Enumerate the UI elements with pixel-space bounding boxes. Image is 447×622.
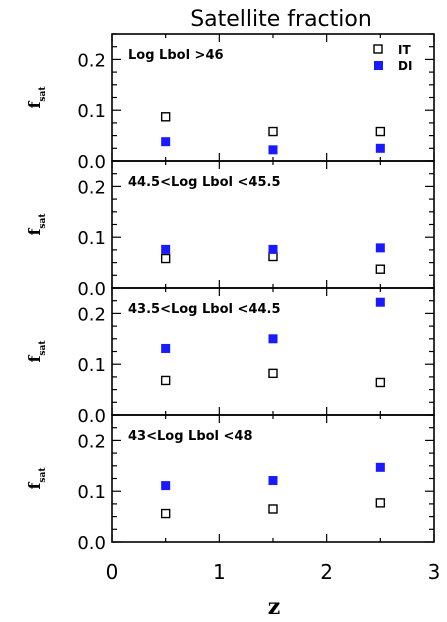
y-axis-label-main: f [25, 354, 44, 362]
point-it [375, 264, 386, 274]
point-it [160, 253, 171, 264]
y-tick-label: 0.2 [77, 431, 106, 452]
point-di [161, 137, 171, 147]
y-axis-label-subscript: sat [38, 467, 48, 483]
y-tick-label: 0.0 [77, 533, 106, 554]
point-it [268, 368, 278, 379]
panel-4: 0.0 0.1 0.2 fsat 43<Log Lbol <48 [25, 414, 435, 554]
x-tick-label: 2 [320, 560, 333, 584]
point-di [161, 481, 171, 491]
point-di [268, 145, 278, 155]
point-it [375, 377, 386, 388]
y-tick-label: 0.2 [77, 177, 106, 198]
legend: IT DI [373, 43, 412, 73]
point-di [375, 462, 385, 472]
y-tick-label: 0.0 [77, 152, 106, 173]
y-tick-label: 0.0 [77, 279, 106, 300]
panel-label: 44.5<Log Lbol <45.5 [128, 175, 280, 190]
y-tick-label: 0.1 [77, 228, 106, 249]
chart-title: Satellite fraction [190, 7, 372, 32]
point-it [160, 375, 171, 386]
y-tick-label: 0.2 [77, 304, 106, 325]
y-tick-label: 0.1 [77, 355, 106, 376]
point-it [268, 126, 278, 137]
point-it [375, 498, 386, 508]
legend-marker-it [373, 44, 383, 54]
point-di [375, 297, 385, 307]
y-axis-label-subscript: sat [38, 213, 48, 229]
y-tick-label: 0.1 [77, 482, 106, 503]
point-di [268, 334, 278, 344]
y-axis-label: fsat [25, 340, 48, 363]
point-it [160, 112, 171, 122]
point-it [268, 504, 278, 514]
y-tick-label: 0.0 [77, 406, 106, 427]
y-axis-label: fsat [25, 213, 48, 236]
legend-marker-di [374, 61, 383, 70]
point-it [160, 508, 171, 519]
point-di [161, 244, 171, 254]
y-tick-label: 0.2 [77, 50, 106, 71]
point-it [375, 126, 386, 137]
x-axis-label: z [268, 594, 281, 620]
panel-2: 0.0 0.1 0.2 fsat 44.5<Log Lbol <45.5 [25, 160, 435, 300]
panel-3: 0.0 0.1 0.2 fsat 43.5<Log Lbol <44.5 [25, 287, 435, 427]
y-axis-label-main: f [25, 227, 44, 235]
y-tick-label: 0.1 [77, 101, 106, 122]
point-di [375, 243, 385, 253]
x-axis: 0 1 2 3 [106, 560, 441, 584]
panel-label: 43<Log Lbol <48 [128, 429, 253, 444]
x-tick-label: 0 [106, 560, 119, 584]
point-di [161, 343, 171, 353]
panel-label: 43.5<Log Lbol <44.5 [128, 302, 280, 317]
point-di [375, 143, 385, 153]
x-tick-label: 3 [428, 560, 441, 584]
y-axis-label: fsat [25, 467, 48, 490]
y-axis-label-main: f [25, 481, 44, 489]
point-di [268, 244, 278, 254]
legend-label-di: DI [398, 59, 412, 73]
y-axis-label-main: f [25, 100, 44, 108]
panel-label: Log Lbol >46 [128, 48, 224, 63]
x-tick-label: 1 [213, 560, 226, 584]
y-axis-label-subscript: sat [38, 340, 48, 356]
y-axis-label-subscript: sat [38, 86, 48, 102]
panel-1: 0.0 0.1 0.2 fsat Log Lbol >46 IT DI [25, 33, 435, 173]
legend-label-it: IT [398, 43, 411, 57]
point-di [268, 476, 278, 486]
y-axis-label: fsat [25, 86, 48, 109]
